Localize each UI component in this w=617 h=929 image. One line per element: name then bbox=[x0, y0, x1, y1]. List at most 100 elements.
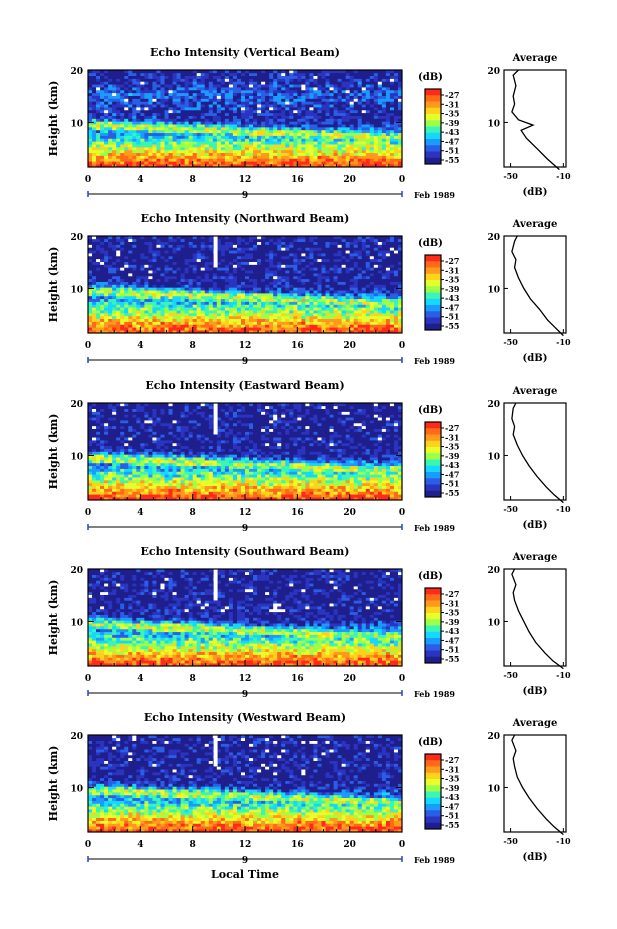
heatmap-cell bbox=[184, 295, 189, 300]
heatmap-cell bbox=[349, 301, 354, 305]
heatmap-cell bbox=[309, 127, 314, 131]
heatmap-cell bbox=[393, 307, 399, 311]
heatmap-cell bbox=[128, 293, 133, 297]
heatmap-cell bbox=[257, 101, 262, 105]
heatmap-cell bbox=[204, 107, 210, 111]
heatmap-cell bbox=[389, 158, 395, 162]
heatmap-cell bbox=[333, 321, 338, 325]
heatmap-cell bbox=[313, 78, 318, 82]
heatmap-cell bbox=[341, 124, 346, 128]
heatmap-cell bbox=[317, 164, 322, 168]
heatmap-cell bbox=[128, 310, 133, 314]
heatmap-cell bbox=[361, 95, 367, 99]
heatmap-cell bbox=[232, 250, 238, 254]
heatmap-cell bbox=[253, 278, 258, 282]
heatmap-cell bbox=[172, 138, 177, 142]
heatmap-cell bbox=[377, 95, 383, 99]
heatmap-cell bbox=[92, 129, 97, 134]
heatmap-cell bbox=[393, 104, 399, 108]
heatmap-cell bbox=[156, 152, 161, 156]
heatmap-cell bbox=[104, 144, 109, 148]
heatmap-cell bbox=[353, 95, 359, 99]
heatmap-cell bbox=[88, 250, 93, 254]
heatmap-cell bbox=[120, 92, 125, 96]
heatmap-cell bbox=[228, 164, 234, 168]
heatmap-cell bbox=[144, 70, 149, 74]
heatmap-cell bbox=[100, 330, 105, 334]
heatmap-cell bbox=[329, 84, 334, 88]
heatmap-cell bbox=[156, 84, 161, 88]
heatmap-cell bbox=[236, 295, 242, 300]
heatmap-cell bbox=[156, 310, 161, 314]
heatmap-cell bbox=[361, 267, 367, 271]
heatmap-cell bbox=[281, 258, 286, 262]
heatmap-cell bbox=[365, 115, 371, 119]
heatmap-cell bbox=[156, 129, 161, 134]
heatmap-cell bbox=[220, 152, 226, 156]
heatmap-cell bbox=[200, 115, 206, 119]
heatmap-cell bbox=[321, 112, 326, 116]
heatmap-cell bbox=[148, 70, 153, 74]
heatmap-cell bbox=[212, 158, 218, 162]
heatmap-cell bbox=[261, 164, 266, 168]
heatmap-cell bbox=[220, 267, 226, 271]
heatmap-cell bbox=[232, 275, 238, 280]
heatmap-cell bbox=[188, 129, 193, 134]
heatmap-cell bbox=[196, 258, 202, 262]
heatmap-cell bbox=[325, 118, 330, 122]
heatmap-cell bbox=[377, 81, 383, 85]
heatmap-cell bbox=[321, 149, 326, 154]
heatmap-cell bbox=[305, 315, 310, 320]
heatmap-cell bbox=[104, 281, 109, 285]
heatmap-cell bbox=[220, 264, 226, 268]
heatmap-cell bbox=[245, 92, 250, 96]
heatmap-cell bbox=[152, 70, 157, 74]
heatmap-cell bbox=[257, 301, 262, 305]
heatmap-cell bbox=[249, 121, 254, 125]
heatmap-cell bbox=[261, 307, 266, 311]
heatmap-cell bbox=[204, 310, 210, 314]
heatmap-cell bbox=[128, 87, 133, 91]
heatmap-cell bbox=[220, 290, 226, 294]
heatmap-cell bbox=[277, 72, 282, 76]
heatmap-cell bbox=[208, 138, 214, 142]
heatmap-cell bbox=[236, 78, 242, 82]
heatmap-cell bbox=[92, 318, 97, 322]
heatmap-cell bbox=[277, 275, 282, 280]
heatmap-cell bbox=[337, 112, 342, 116]
heatmap-cell bbox=[253, 321, 258, 325]
heatmap-cell bbox=[160, 161, 165, 165]
heatmap-cell bbox=[309, 290, 314, 294]
heatmap-cell bbox=[285, 290, 290, 294]
heatmap-cell bbox=[160, 144, 165, 148]
heatmap-cell bbox=[108, 152, 113, 156]
heatmap-cell bbox=[160, 255, 165, 260]
heatmap-cell bbox=[257, 72, 262, 76]
heatmap-cell bbox=[337, 70, 342, 74]
heatmap-cell bbox=[236, 112, 242, 116]
heatmap-cell bbox=[249, 307, 254, 311]
heatmap-cell bbox=[325, 70, 330, 74]
heatmap-cell bbox=[365, 290, 371, 294]
heatmap-cell bbox=[301, 147, 306, 151]
heatmap-cell bbox=[116, 95, 121, 99]
heatmap-cell bbox=[180, 101, 185, 105]
heatmap-cell bbox=[124, 98, 129, 102]
heatmap-cell bbox=[349, 115, 354, 119]
heatmap-cell bbox=[208, 270, 214, 274]
heatmap-cell bbox=[96, 164, 101, 168]
heatmap-cell bbox=[236, 132, 242, 136]
heatmap-cell bbox=[281, 149, 286, 154]
heatmap-cell bbox=[249, 293, 254, 297]
heatmap-cell bbox=[160, 152, 165, 156]
heatmap-cell bbox=[397, 78, 403, 82]
heatmap-cell bbox=[269, 315, 274, 320]
heatmap-cell bbox=[168, 258, 173, 262]
heatmap-cell bbox=[309, 95, 314, 99]
heatmap-cell bbox=[172, 330, 177, 334]
heatmap-cell bbox=[188, 152, 193, 156]
heatmap-cell bbox=[257, 310, 262, 314]
heatmap-cell bbox=[224, 304, 230, 308]
heatmap-cell bbox=[124, 149, 129, 154]
heatmap-cell bbox=[385, 255, 391, 260]
